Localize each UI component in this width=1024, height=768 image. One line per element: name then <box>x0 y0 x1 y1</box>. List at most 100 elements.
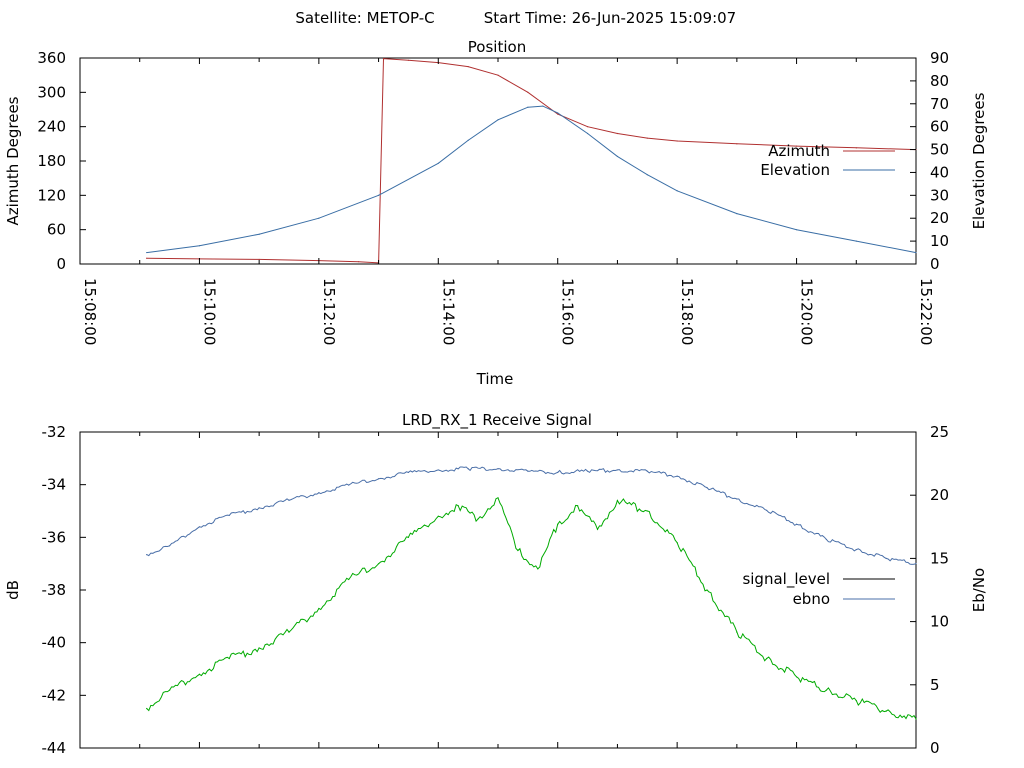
elevation-line-point <box>542 105 544 107</box>
ebno-line-point <box>855 548 857 551</box>
ebno-line-point <box>168 545 171 547</box>
ebno-line-point <box>198 526 201 528</box>
signal-y2-tick-label: 15 <box>930 549 949 567</box>
signal-y-tick-label: -44 <box>42 739 67 757</box>
position-y-tick-label: 300 <box>37 83 66 101</box>
signal-level-line-point <box>457 505 459 507</box>
signal-level-line-point <box>288 631 290 633</box>
elevation-line-point <box>146 251 148 254</box>
signal-y-tick-label: -34 <box>42 476 67 494</box>
position-x-axis-label: Time <box>476 370 514 388</box>
position-y2-tick-label: 10 <box>930 232 949 250</box>
position-y2-tick-label: 70 <box>930 95 949 113</box>
elevation-line-point <box>198 245 201 247</box>
ebno-line-point <box>258 507 260 509</box>
signal-level-line-point <box>915 718 917 720</box>
signal-plot-frame <box>79 431 917 749</box>
elevation-line-point <box>467 139 469 141</box>
signal-level-line-point <box>228 657 230 660</box>
position-chart-title: Position <box>468 38 526 56</box>
elevation-line-point <box>258 233 260 235</box>
azimuth-line-point <box>736 143 738 145</box>
signal-level-line-point <box>855 700 857 702</box>
azimuth-line-point <box>855 147 857 149</box>
azimuth-line-point <box>146 257 148 259</box>
signal-level-line <box>146 497 917 720</box>
ebno-line-point <box>377 478 380 480</box>
elevation-line-point <box>795 229 798 231</box>
signal-level-line-point <box>437 515 439 517</box>
signal-level-line-point <box>537 568 539 570</box>
signal-level-line-point <box>517 549 519 552</box>
signal-series-group <box>146 466 917 720</box>
position-y2-tick-label: 50 <box>930 141 949 159</box>
signal-y2-tick-label: 20 <box>930 486 949 504</box>
legend-label-azimuth: Azimuth <box>768 142 830 160</box>
position-y-tick-label: 240 <box>37 118 66 136</box>
signal-level-line-point <box>497 497 499 499</box>
position-x-tick-label: 15:14:00 <box>439 278 457 345</box>
signal-legend: signal_level ebno <box>742 570 895 608</box>
ebno-line-point <box>616 469 619 471</box>
position-y-axis-label: Azimuth Degrees <box>4 96 22 225</box>
elevation-line-point <box>437 162 439 164</box>
signal-y2-tick-label: 10 <box>930 613 949 631</box>
signal-y2-tick-label: 25 <box>930 423 949 441</box>
start-time-label: Start Time: 26-Jun-2025 15:09:07 <box>484 9 736 27</box>
ebno-line-point <box>795 523 798 525</box>
signal-level-line-point <box>146 707 148 710</box>
ebno-line-point <box>318 492 320 494</box>
figure-header: Satellite: METOP-C Start Time: 26-Jun-20… <box>295 9 736 27</box>
elevation-line-point <box>855 240 857 242</box>
signal-axes: -44 -42 -40 -38 -36 -34 -32 0 5 10 15 20 25 <box>42 423 950 757</box>
signal-level-line-point <box>407 536 410 538</box>
ebno-line-point <box>467 468 469 470</box>
elevation-line-point <box>497 119 499 121</box>
legend-label-signal-level: signal_level <box>742 570 830 589</box>
signal-level-line-point <box>377 563 380 565</box>
position-x-tick-label: 15:20:00 <box>798 278 816 345</box>
elevation-line-point <box>676 190 678 192</box>
signal-y2-axis-label: Eb/No <box>970 568 988 612</box>
signal-y-tick-label: -32 <box>42 423 67 441</box>
signal-level-line-point <box>676 542 678 544</box>
signal-level-line-point <box>477 518 479 520</box>
satellite-label: Satellite: METOP-C <box>295 9 434 27</box>
azimuth-line-point <box>258 258 260 261</box>
signal-level-line-point <box>706 589 708 591</box>
azimuth-line-point <box>646 137 648 139</box>
elevation-line-point <box>527 106 529 108</box>
azimuth-line-point <box>407 59 410 61</box>
ebno-line-point <box>736 498 738 500</box>
ebno-line-point <box>146 554 148 556</box>
position-y-tick-label: 360 <box>37 49 66 67</box>
signal-level-line-point <box>885 710 887 712</box>
position-y2-tick-label: 30 <box>930 186 949 204</box>
position-y2-tick-label: 80 <box>930 72 949 90</box>
signal-level-line-point <box>348 578 350 581</box>
position-y-tick-label: 120 <box>37 186 66 204</box>
signal-level-line-point <box>825 689 828 691</box>
signal-y2-tick-label: 5 <box>930 676 940 694</box>
position-y2-tick-label: 0 <box>930 255 940 273</box>
position-x-tick-label: 15:22:00 <box>917 278 935 345</box>
azimuth-line-point <box>467 65 469 68</box>
ebno-line-point <box>766 509 768 511</box>
signal-level-line-point <box>577 505 579 507</box>
legend-label-ebno: ebno <box>793 590 830 608</box>
ebno-line-point <box>825 538 828 541</box>
ebno-line-point <box>586 470 589 472</box>
ebno-line-point <box>557 471 559 474</box>
elevation-line-point <box>377 194 380 196</box>
signal-level-line-point <box>736 631 738 633</box>
azimuth-line-point <box>676 140 678 142</box>
ebno-line-point <box>676 475 678 477</box>
azimuth-line-point <box>795 145 798 147</box>
azimuth-line-point <box>586 126 589 128</box>
elevation-line-point <box>616 155 619 158</box>
elevation-line-point <box>646 174 648 176</box>
signal-y-tick-label: -36 <box>42 528 67 546</box>
signal-y2-tick-label: 0 <box>930 739 940 757</box>
signal-level-line-point <box>795 676 798 678</box>
